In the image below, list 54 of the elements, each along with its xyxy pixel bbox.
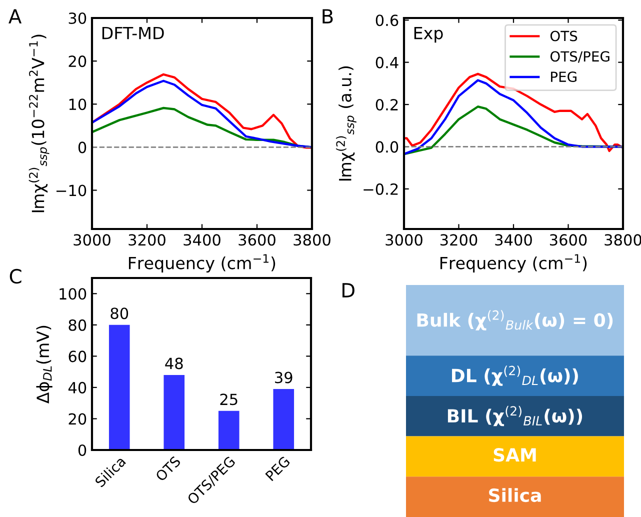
category-label: DL (χ$^{(2)}$$_{DL}$(ω)) — [452, 366, 578, 386]
y-tick-label: 0 — [78, 444, 86, 456]
bar — [164, 374, 185, 450]
annotation: Exp — [414, 26, 443, 43]
bar — [108, 324, 130, 450]
text: D — [342, 283, 354, 298]
x-tick-label: 3000 — [74, 234, 110, 246]
x-axis-title: Frequency (cm$^{−1}$) — [128, 254, 276, 273]
x-tick-label: 3200 — [440, 234, 478, 246]
chart-title: A — [8, 9, 22, 24]
y-tick-label: 30 — [68, 12, 86, 24]
y-tick-label: 40 — [68, 382, 86, 394]
y-tick-label: 0 — [78, 142, 86, 154]
x-tick-label: 3400 — [184, 234, 220, 246]
x-tick-label: 3800 — [604, 234, 641, 246]
data-label: 80 — [110, 308, 128, 320]
bar — [218, 410, 240, 450]
annotation: DFT-MD — [102, 26, 164, 40]
legend-label: OTS — [550, 30, 578, 42]
y-axis-title: Δϕ$_{DL}$(mV) — [36, 326, 52, 404]
y-tick-label: −0.2 — [364, 183, 398, 195]
x-axis-title: Frequency (cm$^{−1}$) — [440, 254, 587, 273]
y-tick-label: 0.2 — [376, 98, 398, 111]
category-label: BIL (χ$^{(2)}$$_{BIL}$(ω)) — [448, 406, 582, 426]
text: Imχ$^{(2)}$$_{ssp}$(10$^{−22}$m$^{2}$V$^{−1}$) — [28, 34, 50, 212]
y-tick-label: 0.6 — [376, 14, 398, 26]
legend-label: OTS/PEG — [550, 51, 610, 63]
chart-title: B — [322, 9, 333, 24]
x-tick-label: 3200 — [128, 234, 166, 246]
x-tick-label: 3600 — [550, 234, 587, 246]
x-tick-label: 3400 — [495, 234, 532, 246]
category-label: Silica — [489, 488, 541, 502]
y-tick-label: 100 — [60, 288, 86, 300]
y-tick-label: −10 — [56, 184, 86, 196]
y-tick-label: 20 — [68, 413, 86, 425]
y-tick-label: 0.4 — [376, 56, 398, 68]
y-tick-label: 10 — [69, 98, 86, 110]
category-label: SAM — [494, 448, 536, 462]
x-tick-label: 3800 — [294, 234, 330, 246]
y-tick-label: 60 — [68, 350, 86, 362]
y-tick-label: 20 — [68, 56, 86, 68]
bar — [273, 389, 294, 450]
category-label: Bulk (χ$^{(2)}$$_{Bulk}$(ω) = 0) — [417, 310, 613, 330]
data-label: 48 — [165, 358, 183, 370]
y-tick-label: 0.0 — [376, 141, 398, 153]
data-label: 39 — [275, 372, 292, 384]
data-label: 25 — [220, 394, 238, 406]
x-tick-label: OTS — [154, 456, 182, 482]
legend-label: PEG — [551, 72, 576, 82]
y-axis-title: Imχ$^{(2)}$$_{ssp}$ (a.u.) — [336, 66, 356, 181]
x-tick-label: 3000 — [386, 234, 422, 246]
x-tick-label: 3600 — [238, 234, 276, 246]
chart-title: C — [10, 268, 22, 284]
y-tick-label: 80 — [68, 319, 86, 331]
